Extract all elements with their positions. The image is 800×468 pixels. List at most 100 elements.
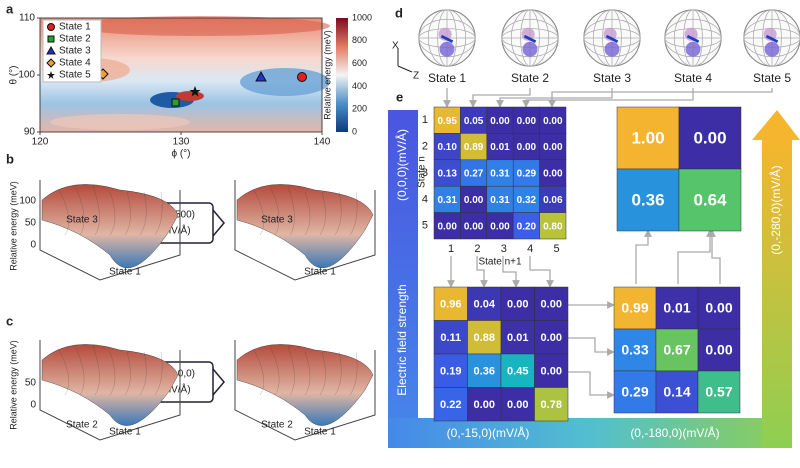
state-label: State 3 bbox=[593, 71, 631, 85]
colorbar bbox=[336, 18, 348, 132]
matrix-cell bbox=[512, 106, 540, 134]
axis-box bbox=[234, 340, 376, 441]
panel-label: d bbox=[395, 5, 403, 20]
connector bbox=[635, 229, 652, 284]
panel-label: e bbox=[396, 89, 403, 104]
cell-value: 0.00 bbox=[543, 142, 563, 153]
cell-value: 0.31 bbox=[437, 195, 457, 206]
mesh-line bbox=[109, 351, 116, 396]
matrix-cell bbox=[616, 168, 680, 232]
field-label: (0,-280,0)(mV/Å) bbox=[768, 165, 783, 254]
connector bbox=[529, 256, 554, 288]
matrix-cell bbox=[486, 159, 514, 187]
row-label: 5 bbox=[422, 220, 428, 232]
matrix-cell bbox=[460, 212, 488, 240]
cell-value: 0.06 bbox=[543, 195, 563, 206]
cell-value: 0.00 bbox=[517, 116, 537, 127]
energy-surface bbox=[41, 184, 179, 268]
marker-shape bbox=[46, 58, 56, 68]
mesh-line bbox=[58, 349, 69, 396]
map-blob bbox=[176, 91, 204, 101]
mesh-line bbox=[319, 191, 326, 236]
axis-box bbox=[39, 340, 181, 441]
state-marker bbox=[297, 72, 307, 82]
connectors bbox=[443, 88, 773, 399]
cell-value: 0.36 bbox=[631, 190, 664, 209]
matrix-cell bbox=[655, 328, 699, 372]
cell-value: 0.00 bbox=[705, 300, 732, 316]
field-arrow-head bbox=[752, 110, 800, 140]
axis-letter: Z bbox=[413, 71, 419, 82]
matrix-cell bbox=[460, 185, 488, 213]
cell-value: 0.00 bbox=[693, 128, 726, 147]
colorbar-label: Relative energy (meV) bbox=[322, 30, 332, 120]
matrix-cell bbox=[467, 387, 502, 422]
state-marker bbox=[255, 70, 267, 82]
panel-label: c bbox=[6, 313, 13, 328]
legend-label: State 2 bbox=[59, 34, 91, 45]
field-arrow bbox=[212, 368, 225, 396]
connector bbox=[469, 88, 531, 108]
mesh-line bbox=[92, 185, 100, 236]
state-label: State 2 bbox=[261, 420, 293, 431]
axis-letter: X bbox=[392, 41, 399, 52]
fullerene bbox=[500, 8, 560, 68]
cell-value: 0.36 bbox=[474, 366, 495, 378]
matrix-cell bbox=[460, 133, 488, 161]
cell-value: 0.01 bbox=[663, 300, 690, 316]
field-arrow-left bbox=[388, 110, 418, 448]
matrix-cell bbox=[460, 159, 488, 187]
cell-value: 0.00 bbox=[507, 399, 528, 411]
z-tick-label: 0 bbox=[30, 400, 36, 411]
matrix-cell bbox=[539, 159, 567, 187]
mesh-line bbox=[154, 191, 163, 236]
cell-value: 0.01 bbox=[490, 142, 510, 153]
colorbar-tick-label: 400 bbox=[352, 81, 367, 91]
matrix-cell bbox=[539, 212, 567, 240]
cell-value: 0.99 bbox=[621, 300, 648, 316]
cell-value: 0.11 bbox=[440, 332, 461, 344]
matrix-cell bbox=[539, 106, 567, 134]
matrix-cell bbox=[539, 185, 567, 213]
field-arrow-right bbox=[762, 138, 792, 448]
cell-value: 0.32 bbox=[517, 195, 537, 206]
cell-value: 0.00 bbox=[705, 342, 732, 358]
axis-label: θ (°) bbox=[9, 66, 20, 85]
energy-surface bbox=[236, 344, 374, 426]
mesh-line bbox=[92, 345, 100, 396]
cell-value: 0.14 bbox=[663, 384, 690, 400]
cell-value: 0.00 bbox=[437, 221, 457, 232]
matrix-cell bbox=[433, 159, 461, 187]
cell-value: 0.27 bbox=[464, 169, 484, 180]
state-label: State 5 bbox=[753, 71, 791, 85]
cell-value: 0.29 bbox=[621, 384, 648, 400]
row-label: 2 bbox=[422, 141, 428, 153]
cell-value: 0.31 bbox=[490, 195, 510, 206]
mesh-line bbox=[287, 185, 295, 236]
cell-value: 0.00 bbox=[507, 299, 528, 311]
colorbar-tick-label: 1000 bbox=[352, 12, 372, 22]
cell-value: 0.00 bbox=[490, 221, 510, 232]
connector bbox=[522, 88, 694, 108]
mesh-line bbox=[334, 351, 342, 396]
mesh-line bbox=[304, 351, 311, 396]
mesh-line bbox=[334, 191, 342, 236]
colorbar-tick-label: 600 bbox=[352, 58, 367, 68]
panel-label: a bbox=[6, 1, 14, 16]
matrix-cell bbox=[486, 185, 514, 213]
col-label: 5 bbox=[554, 243, 560, 255]
x-tick-label: 120 bbox=[32, 137, 49, 148]
z-tick-label: 50 bbox=[25, 218, 37, 229]
matrix-cell bbox=[433, 185, 461, 213]
map-blob bbox=[70, 16, 330, 36]
colorbar-tick-label: 800 bbox=[352, 35, 367, 45]
cell-value: 0.31 bbox=[490, 169, 510, 180]
state-marker bbox=[171, 98, 180, 107]
colorbar-tick-label: 200 bbox=[352, 104, 367, 114]
mesh-line bbox=[270, 187, 280, 236]
state-label: State 1 bbox=[304, 267, 336, 278]
cell-value: 0.04 bbox=[474, 299, 496, 311]
cell-value: 0.00 bbox=[490, 116, 510, 127]
marker-shape bbox=[46, 45, 56, 55]
